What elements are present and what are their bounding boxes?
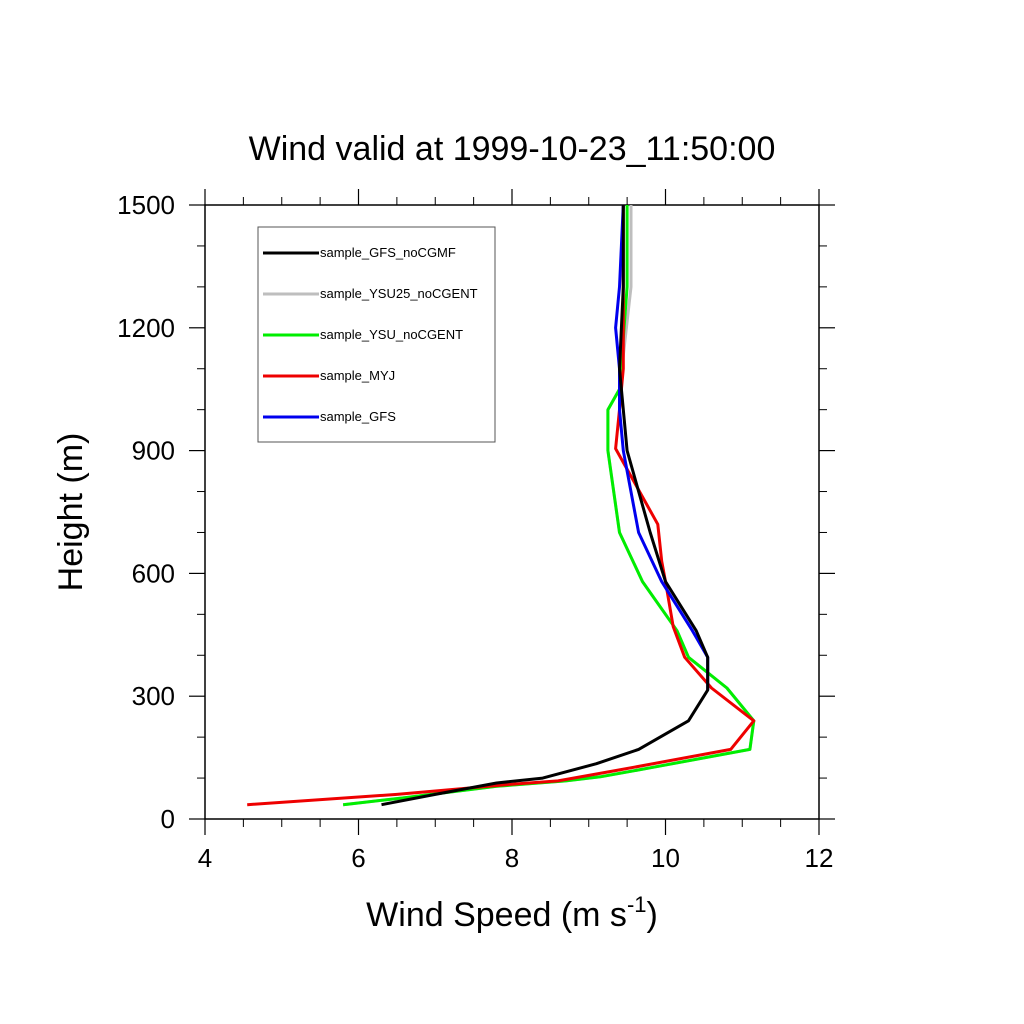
series-line-sample_GFS_noCGMF xyxy=(381,205,710,807)
x-tick-label: 4 xyxy=(198,843,212,873)
x-tick-label: 8 xyxy=(505,843,519,873)
plot-area: 4 6 8 10 12 0 300 600 900 1200 1500 xyxy=(117,189,835,873)
x-axis-label: Wind Speed (m s-1) xyxy=(366,892,658,934)
legend-label: sample_YSU_noCGENT xyxy=(320,327,463,342)
x-tick-label: 12 xyxy=(805,843,834,873)
x-axis-label-main: Wind Speed (m s xyxy=(366,896,627,934)
legend: sample_GFS_noCGMF sample_YSU25_noCGENTsam… xyxy=(257,226,496,443)
chart-title: Wind valid at 1999-10-23_11:50:00 xyxy=(249,130,776,168)
y-tick-label: 900 xyxy=(132,436,175,466)
x-axis-label-end: ) xyxy=(647,896,658,934)
series-lines xyxy=(247,204,756,807)
legend-label: sample_YSU25_noCGENT xyxy=(320,286,478,301)
legend-label: sample_GFS_noCGMF xyxy=(320,245,456,260)
y-axis: 0 300 600 900 1200 1500 xyxy=(117,190,835,834)
y-tick-label: 300 xyxy=(132,681,175,711)
legend-label: sample_MYJ xyxy=(320,368,395,383)
legend-items: sample_GFS_noCGMF sample_YSU25_noCGENTsam… xyxy=(263,245,478,424)
y-axis-label: Height (m) xyxy=(52,433,90,592)
x-axis-label-superscript: -1 xyxy=(627,892,647,917)
y-tick-label: 1200 xyxy=(117,313,175,343)
y-tick-label: 1500 xyxy=(117,190,175,220)
x-tick-label: 6 xyxy=(351,843,365,873)
x-tick-label: 10 xyxy=(651,843,680,873)
legend-label: sample_GFS xyxy=(320,409,396,424)
y-tick-label: 0 xyxy=(161,804,175,834)
x-axis: 4 6 8 10 12 xyxy=(198,189,834,873)
series-line-sample_GFS xyxy=(614,204,710,691)
y-tick-label: 600 xyxy=(132,558,175,588)
